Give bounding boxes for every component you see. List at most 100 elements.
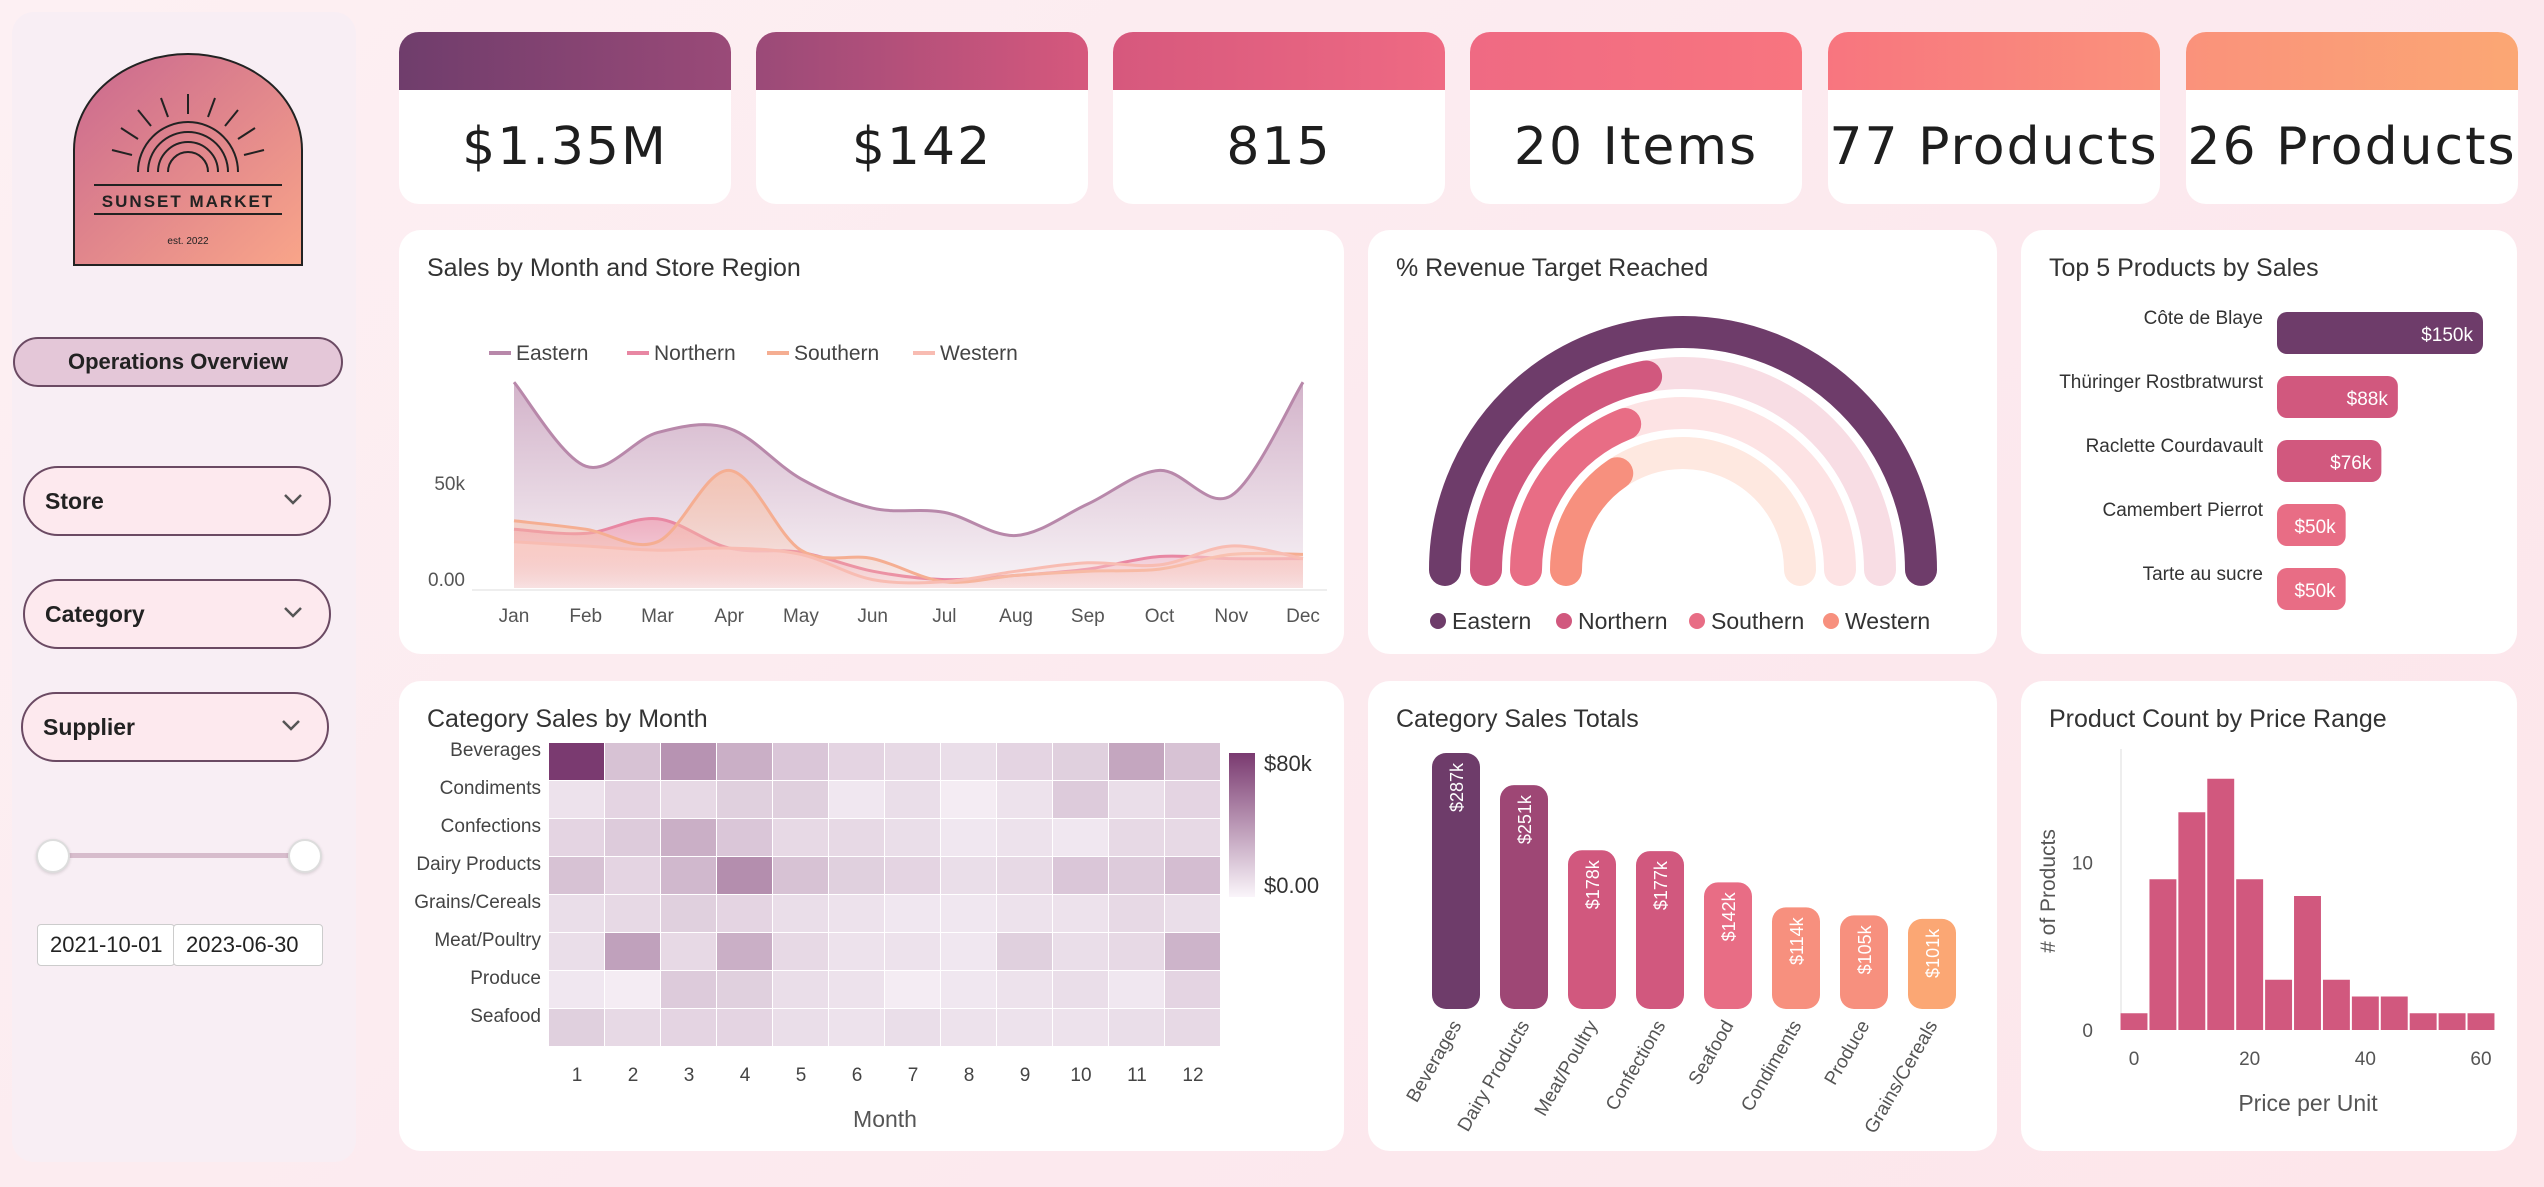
kpi-card-orders: 815 xyxy=(1113,32,1445,204)
heatmap-cell xyxy=(885,971,940,1008)
kpi-value: 20 Items xyxy=(1513,117,1759,177)
category-label: Meat/Poultry xyxy=(1531,1017,1603,1120)
chevron-down-icon xyxy=(284,494,302,505)
heatmap-cell xyxy=(717,781,772,818)
heatmap-cell xyxy=(717,895,772,932)
heatmap-col-label: 12 xyxy=(1182,1065,1203,1086)
heatmap-cell xyxy=(605,933,660,970)
legend-label: Southern xyxy=(1711,608,1804,634)
heatmap-cell xyxy=(941,819,996,856)
heatmap-cell xyxy=(941,895,996,932)
chart-title: Product Count by Price Range xyxy=(2049,705,2387,733)
heatmap-col-label: 2 xyxy=(628,1065,639,1086)
heatmap-cell xyxy=(661,971,716,1008)
heatmap-cell xyxy=(1053,895,1108,932)
histogram-bar xyxy=(2178,812,2206,1030)
heatmap-cell xyxy=(941,781,996,818)
kpi-value: 815 xyxy=(1226,117,1332,177)
chart-title: Category Sales by Month xyxy=(427,705,708,733)
heatmap-cell xyxy=(549,781,604,818)
date-range-slider-start-handle[interactable] xyxy=(36,839,70,873)
heatmap-row-label: Dairy Products xyxy=(416,854,541,875)
x-tick-label: Feb xyxy=(569,606,602,627)
heatmap-cell xyxy=(661,743,716,780)
product-bar xyxy=(2277,440,2382,482)
category-label: Seafood xyxy=(1685,1017,1739,1089)
heatmap-cell xyxy=(997,857,1052,894)
product-label: Raclette Courdavault xyxy=(2086,436,2264,457)
heatmap-cell xyxy=(661,819,716,856)
heatmap-cell xyxy=(605,819,660,856)
heatmap-cell xyxy=(1165,857,1220,894)
heatmap-cell xyxy=(1109,971,1164,1008)
x-tick-label: Dec xyxy=(1286,606,1320,627)
colorbar-max-label: $80k xyxy=(1264,751,1313,776)
category-label: Produce xyxy=(1821,1017,1875,1089)
heatmap-col-label: 8 xyxy=(964,1065,975,1086)
heatmap-cell xyxy=(1053,781,1108,818)
date-range-slider-track[interactable] xyxy=(40,853,305,858)
store-dropdown[interactable]: Store xyxy=(23,466,331,536)
heatmap-cell xyxy=(549,857,604,894)
heatmap-cell xyxy=(549,895,604,932)
date-range-slider-end-handle[interactable] xyxy=(288,839,322,873)
product-label: Côte de Blaye xyxy=(2144,308,2263,329)
end-date-input[interactable]: 2023-06-30 xyxy=(173,924,323,966)
heatmap-cell xyxy=(997,1009,1052,1046)
bar-value-label: $50k xyxy=(2294,517,2336,538)
product-bar xyxy=(2277,376,2398,418)
top-products-panel: Top 5 Products by Sales Côte de Blaye $15… xyxy=(2021,230,2517,654)
heatmap-cell xyxy=(605,857,660,894)
category-bar xyxy=(1500,785,1548,1009)
kpi-value: $142 xyxy=(851,117,993,177)
kpi-card-items: 20 Items xyxy=(1470,32,1802,204)
heatmap-cell xyxy=(717,1009,772,1046)
supplier-dropdown[interactable]: Supplier xyxy=(21,692,329,762)
colorbar-min-label: $0.00 xyxy=(1264,873,1319,898)
heatmap-cell xyxy=(1109,743,1164,780)
heatmap-cell xyxy=(829,1009,884,1046)
bar-value-label: $177k xyxy=(1651,860,1671,910)
category-dropdown[interactable]: Category xyxy=(23,579,331,649)
kpi-card-avg-order: $142 xyxy=(756,32,1088,204)
heatmap-col-label: 4 xyxy=(740,1065,751,1086)
x-axis-title: Month xyxy=(853,1106,917,1132)
revenue-target-gauge: Eastern Northern Southern Western xyxy=(1429,316,1937,634)
x-tick-label: Oct xyxy=(1145,606,1175,627)
heatmap-cell xyxy=(997,819,1052,856)
colorbar xyxy=(1229,753,1255,897)
y-tick-label: 0 xyxy=(2082,1021,2093,1042)
category-totals-panel: Category Sales Totals $287k Beverages $251… xyxy=(1368,681,1997,1151)
heatmap-cell xyxy=(1165,781,1220,818)
category-bar xyxy=(1432,753,1480,1009)
x-axis-title: Price per Unit xyxy=(2238,1090,2378,1116)
heatmap-row-label: Meat/Poultry xyxy=(434,930,541,951)
kpi-card-low-stock: 26 Products xyxy=(2186,32,2518,204)
heatmap-cell xyxy=(717,743,772,780)
area-western xyxy=(514,541,1303,588)
gauge-arc-eastern xyxy=(1429,316,1937,586)
heatmap-cell xyxy=(829,819,884,856)
legend-label: Western xyxy=(1845,608,1930,634)
kpi-card-total-sales: $1.35M xyxy=(399,32,731,204)
heatmap-cell xyxy=(1165,743,1220,780)
x-tick-label: Sep xyxy=(1071,606,1105,627)
heatmap-col-label: 1 xyxy=(572,1065,583,1086)
category-bar xyxy=(1772,907,1820,1009)
histogram-bar xyxy=(2294,896,2321,1030)
x-tick-label: Mar xyxy=(641,606,674,627)
heatmap-col-label: 6 xyxy=(852,1065,863,1086)
histogram-bar xyxy=(2322,979,2350,1030)
heatmap-cell xyxy=(1165,971,1220,1008)
operations-overview-button[interactable]: Operations Overview xyxy=(13,337,343,387)
supplier-dropdown-label: Supplier xyxy=(43,713,136,740)
heatmap-row-label: Condiments xyxy=(440,778,541,799)
logo-est: est. 2022 xyxy=(167,236,209,247)
heatmap-cell xyxy=(997,933,1052,970)
histogram-bar xyxy=(2351,996,2379,1030)
heatmap-cell xyxy=(829,971,884,1008)
start-date-input[interactable]: 2021-10-01 xyxy=(37,924,175,966)
sales-by-month-chart: Jan Feb Mar Apr May Jun Jul Aug Sep Oct Nov Dec 0.00… xyxy=(428,342,1327,627)
heatmap-cell xyxy=(717,819,772,856)
heatmap-cell xyxy=(717,971,772,1008)
